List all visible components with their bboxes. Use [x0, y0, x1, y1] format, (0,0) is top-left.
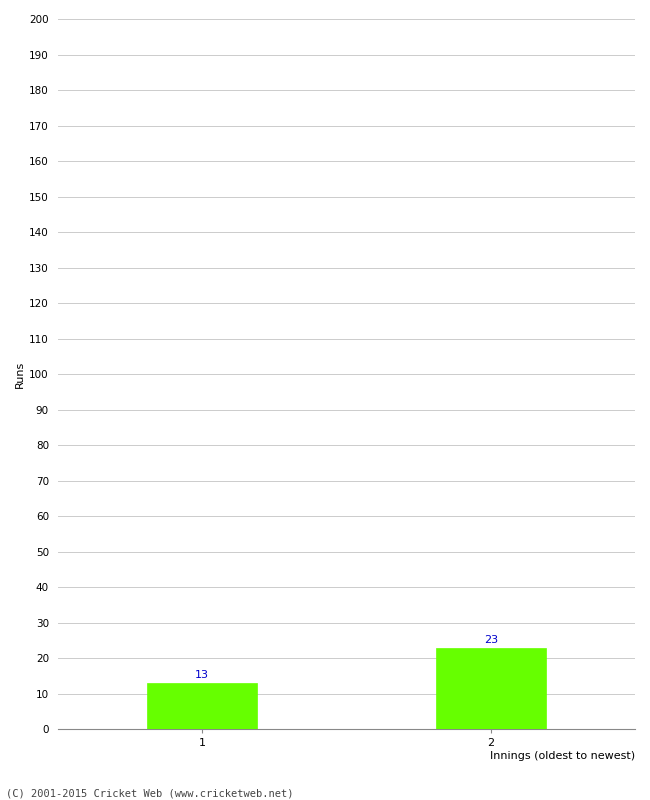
Text: 13: 13 — [195, 670, 209, 680]
Bar — [436, 647, 545, 729]
X-axis label: Innings (oldest to newest): Innings (oldest to newest) — [490, 751, 635, 761]
Text: (C) 2001-2015 Cricket Web (www.cricketweb.net): (C) 2001-2015 Cricket Web (www.cricketwe… — [6, 789, 294, 798]
Bar — [148, 683, 257, 729]
Y-axis label: Runs: Runs — [15, 361, 25, 388]
Text: 23: 23 — [484, 634, 498, 645]
